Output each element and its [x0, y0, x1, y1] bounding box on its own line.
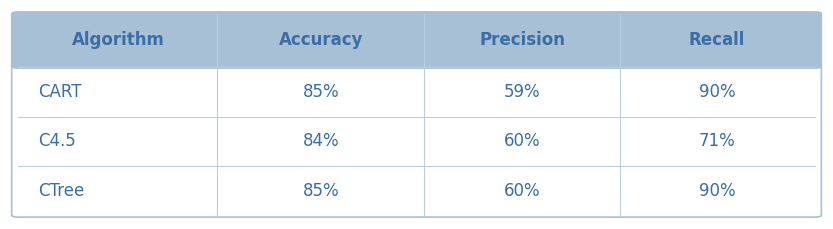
Text: 85%: 85% — [302, 83, 339, 101]
Text: 85%: 85% — [302, 182, 339, 200]
Text: C4.5: C4.5 — [38, 132, 76, 150]
Text: Recall: Recall — [689, 31, 746, 49]
Text: Precision: Precision — [479, 31, 565, 49]
Text: CART: CART — [38, 83, 82, 101]
Text: 60%: 60% — [504, 132, 541, 150]
Text: 84%: 84% — [302, 132, 339, 150]
Text: 59%: 59% — [504, 83, 541, 101]
Text: Algorithm: Algorithm — [72, 31, 164, 49]
Text: 71%: 71% — [699, 132, 736, 150]
FancyBboxPatch shape — [12, 12, 821, 217]
Text: CTree: CTree — [38, 182, 84, 200]
Text: 90%: 90% — [699, 83, 736, 101]
FancyBboxPatch shape — [12, 12, 821, 69]
Text: 90%: 90% — [699, 182, 736, 200]
Text: Accuracy: Accuracy — [279, 31, 363, 49]
Text: 60%: 60% — [504, 182, 541, 200]
